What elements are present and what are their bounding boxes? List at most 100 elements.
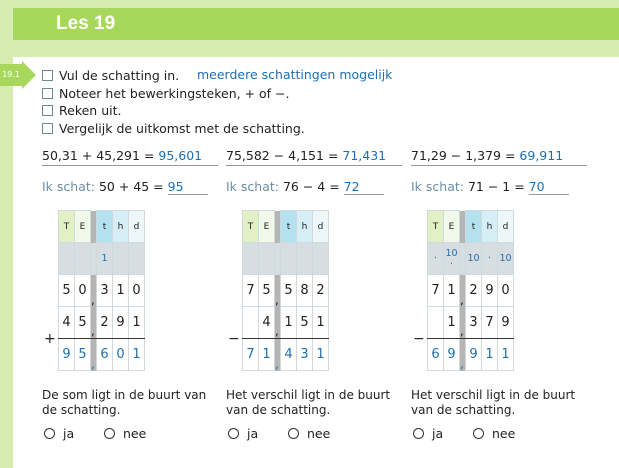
digit-cell: 1 bbox=[312, 306, 329, 339]
digit-cell: 7 bbox=[481, 306, 498, 339]
decimal-separator: , bbox=[90, 338, 97, 371]
digit-cell: 4 bbox=[58, 306, 75, 339]
digit-cell[interactable]: 9 bbox=[58, 338, 75, 371]
digit-cell[interactable] bbox=[258, 242, 275, 275]
digit-cell[interactable]: 10 bbox=[465, 242, 482, 275]
digit-cell[interactable]: 6 bbox=[427, 338, 444, 371]
column-header: E bbox=[443, 210, 460, 243]
digit-cell: 2 bbox=[465, 274, 482, 307]
column-header: d bbox=[128, 210, 145, 243]
checkbox[interactable] bbox=[42, 87, 53, 99]
digit-cell: 1 bbox=[128, 306, 145, 339]
column-header: d bbox=[497, 210, 514, 243]
digit-cell: 0 bbox=[128, 274, 145, 307]
digit-cell[interactable]: 9 bbox=[465, 338, 482, 371]
digit-cell[interactable]: 3 bbox=[296, 338, 313, 371]
checkbox[interactable] bbox=[42, 122, 53, 134]
answer[interactable]: 71,431 bbox=[342, 148, 387, 163]
digit-cell[interactable] bbox=[128, 242, 145, 275]
option-nee[interactable]: nee bbox=[104, 426, 146, 441]
digit-cell bbox=[242, 306, 259, 339]
digit-cell: 5 bbox=[58, 274, 75, 307]
equation: 50,31 + 45,291 = 95,601 bbox=[42, 148, 218, 166]
answer[interactable]: 95,601 bbox=[158, 148, 203, 163]
digit-cell[interactable]: 1 bbox=[258, 338, 275, 371]
equation-text: 50,31 + 45,291 = bbox=[42, 148, 159, 163]
digit-cell[interactable]: 7 bbox=[242, 338, 259, 371]
radio-button[interactable] bbox=[413, 428, 424, 439]
option-ja[interactable]: ja bbox=[413, 426, 443, 441]
column-header: E bbox=[74, 210, 91, 243]
estimate-answer[interactable]: 95 bbox=[167, 179, 208, 195]
estimate-text: 71 − 1 = bbox=[467, 179, 529, 194]
digit-cell[interactable]: 10 · bbox=[443, 242, 460, 275]
column-header: h bbox=[296, 210, 313, 243]
column-header: T bbox=[242, 210, 259, 243]
digit-cell: 5 bbox=[296, 306, 313, 339]
step-label: Reken uit. bbox=[59, 103, 122, 118]
digit-cell: 7 bbox=[427, 274, 444, 307]
checkbox[interactable] bbox=[42, 70, 53, 82]
estimate-answer[interactable]: 72 bbox=[343, 179, 384, 195]
hint-text: meerdere schattingen mogelijk bbox=[197, 67, 393, 82]
digit-cell[interactable] bbox=[280, 242, 297, 275]
digit-cell[interactable] bbox=[296, 242, 313, 275]
digit-cell[interactable]: · bbox=[427, 242, 444, 275]
checkbox[interactable] bbox=[42, 105, 53, 117]
digit-cell[interactable]: 0 bbox=[112, 338, 129, 371]
decimal-separator bbox=[90, 242, 97, 275]
conclusion: De som ligt in de buurt van de schatting… bbox=[42, 388, 207, 417]
digit-cell[interactable]: 6 bbox=[96, 338, 113, 371]
radio-button[interactable] bbox=[288, 428, 299, 439]
digit-cell[interactable]: · bbox=[481, 242, 498, 275]
digit-cell[interactable]: 4 bbox=[280, 338, 297, 371]
digit-cell[interactable]: 1 bbox=[497, 338, 514, 371]
digit-cell[interactable] bbox=[112, 242, 129, 275]
digit-cell: 2 bbox=[312, 274, 329, 307]
step-label: Vergelijk de uitkomst met de schatting. bbox=[59, 120, 305, 136]
option-nee[interactable]: nee bbox=[288, 426, 330, 441]
digit-cell[interactable] bbox=[58, 242, 75, 275]
radio-button[interactable] bbox=[44, 428, 55, 439]
radio-button[interactable] bbox=[104, 428, 115, 439]
digit-cell: 0 bbox=[497, 274, 514, 307]
digit-cell[interactable] bbox=[312, 242, 329, 275]
estimate-label: Ik schat: bbox=[411, 179, 464, 194]
column-header: T bbox=[427, 210, 444, 243]
digit-cell[interactable]: 5 bbox=[74, 338, 91, 371]
digit-cell[interactable] bbox=[242, 242, 259, 275]
digit-cell[interactable]: 9 bbox=[443, 338, 460, 371]
estimate-answer[interactable]: 70 bbox=[528, 179, 569, 195]
radio-button[interactable] bbox=[473, 428, 484, 439]
option-ja[interactable]: ja bbox=[228, 426, 258, 441]
digit-cell[interactable]: 10 bbox=[497, 242, 514, 275]
digit-cell[interactable]: 1 bbox=[481, 338, 498, 371]
equation-text: 75,582 − 4,151 = bbox=[226, 148, 343, 163]
digit-cell[interactable]: 1 bbox=[312, 338, 329, 371]
option-label: ja bbox=[63, 426, 75, 441]
column-header: t bbox=[96, 210, 113, 243]
radio-button[interactable] bbox=[228, 428, 239, 439]
answer[interactable]: 69,911 bbox=[519, 148, 564, 163]
option-nee[interactable]: nee bbox=[473, 426, 515, 441]
column-header: t bbox=[465, 210, 482, 243]
digit-cell[interactable]: 1 bbox=[128, 338, 145, 371]
digit-cell: 1 bbox=[443, 306, 460, 339]
digit-cell: 9 bbox=[481, 274, 498, 307]
step-item: Vergelijk de uitkomst met de schatting. bbox=[42, 120, 305, 138]
option-ja[interactable]: ja bbox=[44, 426, 74, 441]
decimal-separator: , bbox=[459, 338, 466, 371]
step-item: Vul de schatting in. bbox=[42, 67, 305, 85]
digit-cell[interactable]: 1 bbox=[96, 242, 113, 275]
decimal-separator: , bbox=[90, 306, 97, 339]
digit-cell[interactable] bbox=[74, 242, 91, 275]
equation: 71,29 − 1,379 = 69,911 bbox=[411, 148, 587, 166]
